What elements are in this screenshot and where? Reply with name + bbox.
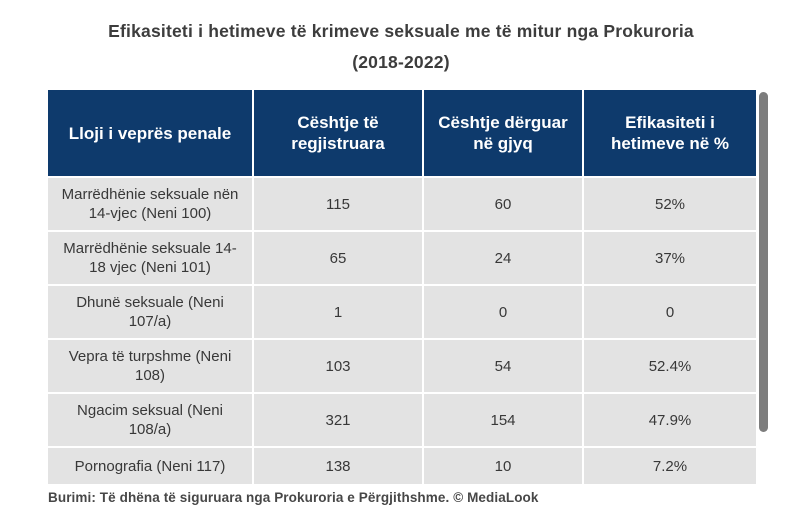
table-cell-crime-type: Pornografia (Neni 117) [48, 448, 252, 484]
table-cell-efficiency: 37% [584, 232, 756, 284]
chart-title-line2: (2018-2022) [352, 52, 450, 72]
table-cell-registered: 138 [254, 448, 422, 484]
column-header-crime-type: Lloji i veprës penale [48, 90, 252, 176]
chart-title: Efikasiteti i hetimeve të krimeve seksua… [0, 16, 802, 78]
table-cell-efficiency: 47.9% [584, 394, 756, 446]
column-header-efficiency-pct: Efikasiteti i hetimeve në % [584, 90, 756, 176]
table-cell-sent-to-court: 54 [424, 340, 582, 392]
table-cell-registered: 103 [254, 340, 422, 392]
table-cell-registered: 321 [254, 394, 422, 446]
source-attribution: Burimi: Të dhëna të siguruara nga Prokur… [48, 490, 539, 505]
table-cell-crime-type: Marrëdhënie seksuale nën 14-vjec (Neni 1… [48, 178, 252, 230]
table-cell-registered: 65 [254, 232, 422, 284]
table-cell-efficiency: 7.2% [584, 448, 756, 484]
table-cell-sent-to-court: 10 [424, 448, 582, 484]
table-cell-sent-to-court: 0 [424, 286, 582, 338]
table-cell-efficiency: 52.4% [584, 340, 756, 392]
column-header-registered-cases: Cështje të regjistruara [254, 90, 422, 176]
data-table: Lloji i veprës penale Cështje të regjist… [48, 90, 756, 484]
table-cell-sent-to-court: 24 [424, 232, 582, 284]
vertical-scrollbar-thumb[interactable] [759, 92, 768, 432]
table-cell-crime-type: Dhunë seksuale (Neni 107/a) [48, 286, 252, 338]
table-cell-sent-to-court: 60 [424, 178, 582, 230]
table-cell-registered: 115 [254, 178, 422, 230]
table-cell-registered: 1 [254, 286, 422, 338]
chart-title-line1: Efikasiteti i hetimeve të krimeve seksua… [108, 21, 694, 41]
column-header-sent-to-court: Cështje dërguar në gjyq [424, 90, 582, 176]
table-cell-efficiency: 0 [584, 286, 756, 338]
table-cell-sent-to-court: 154 [424, 394, 582, 446]
table-cell-efficiency: 52% [584, 178, 756, 230]
table-cell-crime-type: Marrëdhënie seksuale 14-18 vjec (Neni 10… [48, 232, 252, 284]
table-cell-crime-type: Vepra të turpshme (Neni 108) [48, 340, 252, 392]
table-cell-crime-type: Ngacim seksual (Neni 108/a) [48, 394, 252, 446]
